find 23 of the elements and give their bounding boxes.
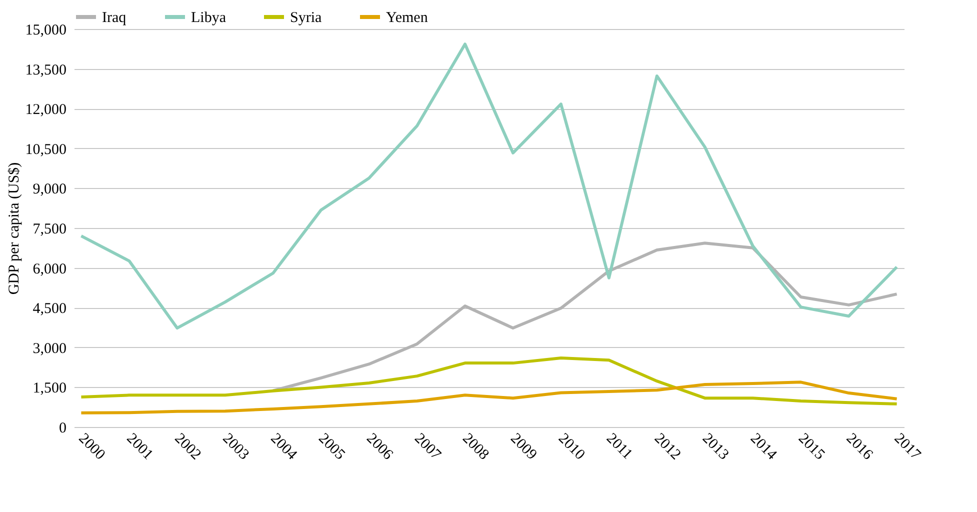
legend-label: Syria — [290, 10, 322, 26]
y-tick-label: 6,000 — [32, 261, 66, 278]
y-tick-label: 9,000 — [32, 182, 66, 198]
y-axis-title: GDP per capita (US$) — [6, 162, 22, 295]
y-tick-label: 1,500 — [32, 380, 66, 397]
y-tick-label: 7,500 — [32, 222, 66, 238]
legend-label: Iraq — [102, 10, 127, 26]
legend-label: Yemen — [386, 10, 428, 26]
y-tick-label: 4,500 — [32, 301, 66, 318]
y-tick-label: 3,000 — [32, 340, 66, 357]
x-tick-label: 2009 — [507, 430, 540, 464]
line-series — [80, 356, 898, 406]
y-tick-label: 12,000 — [25, 102, 66, 118]
y-tick-label: 0 — [59, 420, 66, 436]
legend-label: Libya — [191, 10, 226, 26]
y-tick-label: 10,500 — [25, 142, 66, 158]
y-tick-label: 13,500 — [25, 62, 66, 78]
x-tick-label: 2017 — [890, 430, 924, 464]
line-series — [272, 242, 898, 392]
line-series — [80, 380, 898, 414]
y-tick-label: 15,000 — [25, 22, 66, 38]
x-tick-label: 2007 — [411, 430, 444, 464]
line-series — [80, 42, 898, 330]
